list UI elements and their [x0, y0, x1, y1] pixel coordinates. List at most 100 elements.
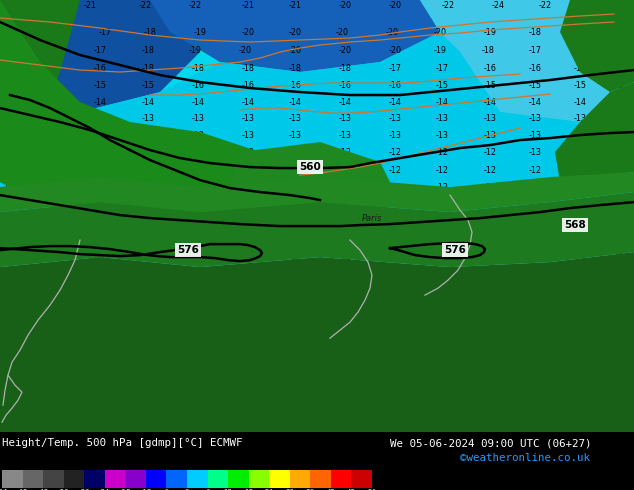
Text: -10: -10 [191, 388, 204, 397]
Text: -12: -12 [242, 147, 254, 157]
FancyBboxPatch shape [84, 470, 105, 488]
Text: -10: -10 [484, 419, 496, 429]
Text: -11: -11 [242, 199, 254, 209]
Text: -11: -11 [436, 287, 448, 295]
Text: -12: -12 [93, 236, 107, 245]
Text: -11: -11 [242, 270, 254, 279]
Text: -11: -11 [1, 338, 15, 346]
Text: -11: -11 [242, 253, 254, 262]
Text: -13: -13 [612, 147, 624, 157]
Text: -17: -17 [93, 46, 107, 54]
Text: -11: -11 [436, 236, 448, 245]
Text: -12: -12 [436, 218, 448, 226]
Text: -12: -12 [484, 199, 496, 209]
Text: -13: -13 [1, 130, 15, 140]
Text: -12: -12 [574, 304, 586, 313]
Text: 576: 576 [177, 245, 199, 255]
Text: -15: -15 [574, 64, 586, 73]
Text: -17: -17 [614, 27, 626, 37]
Polygon shape [0, 0, 300, 252]
Text: -19: -19 [614, 16, 626, 24]
Text: -14: -14 [612, 114, 624, 122]
Text: -10: -10 [339, 388, 351, 397]
Text: -12: -12 [44, 147, 56, 157]
Text: -12: -12 [93, 166, 107, 174]
Text: -11: -11 [574, 404, 586, 413]
Text: -15: -15 [1, 64, 15, 73]
Text: -21: -21 [84, 0, 96, 9]
Text: -11: -11 [242, 304, 254, 313]
FancyBboxPatch shape [249, 470, 269, 488]
Text: -10: -10 [242, 370, 254, 380]
Text: -12: -12 [612, 183, 624, 192]
Text: 42: 42 [327, 489, 335, 490]
Text: -20: -20 [335, 27, 349, 37]
Polygon shape [0, 0, 200, 122]
Text: -10: -10 [1, 370, 15, 380]
Text: -11: -11 [612, 370, 624, 380]
Text: -15: -15 [436, 80, 448, 90]
Text: 48: 48 [347, 489, 356, 490]
Text: -20: -20 [389, 46, 401, 54]
Text: -11: -11 [529, 404, 541, 413]
Polygon shape [0, 32, 634, 237]
Text: -10: -10 [339, 419, 351, 429]
Text: -12: -12 [141, 166, 155, 174]
Text: -20: -20 [339, 46, 351, 54]
Text: -12: -12 [141, 218, 155, 226]
Text: -15: -15 [612, 98, 624, 106]
Text: -11: -11 [612, 199, 624, 209]
Text: -16: -16 [529, 64, 541, 73]
Text: -12: -12 [612, 166, 624, 174]
Text: -10: -10 [191, 370, 204, 380]
Text: -12: -12 [612, 419, 624, 429]
Text: -10: -10 [484, 404, 496, 413]
Text: 36: 36 [306, 489, 315, 490]
Text: -12: -12 [529, 166, 541, 174]
Text: -10: -10 [1, 354, 15, 363]
Text: -12: -12 [484, 320, 496, 330]
Text: -11: -11 [574, 419, 586, 429]
Polygon shape [0, 0, 10, 122]
Text: -11: -11 [389, 287, 401, 295]
Text: -11: -11 [242, 338, 254, 346]
Text: -14: -14 [484, 98, 496, 106]
Text: -12: -12 [612, 253, 624, 262]
Text: -10: -10 [44, 419, 56, 429]
Text: -12: -12 [191, 183, 205, 192]
Text: -12: -12 [44, 218, 56, 226]
FancyBboxPatch shape [23, 470, 43, 488]
Text: -14: -14 [529, 98, 541, 106]
Text: -12: -12 [529, 183, 541, 192]
Text: 12: 12 [224, 489, 233, 490]
Text: -17: -17 [576, 27, 588, 37]
Text: -11: -11 [242, 236, 254, 245]
Text: -12: -12 [1, 183, 15, 192]
Text: -13: -13 [44, 98, 56, 106]
Text: -17: -17 [1, 27, 15, 37]
Text: -11: -11 [1, 320, 15, 330]
Text: -13: -13 [574, 130, 586, 140]
Text: -12: -12 [389, 147, 401, 157]
Text: -13: -13 [574, 114, 586, 122]
Text: -12: -12 [44, 183, 56, 192]
Text: -12: -12 [529, 218, 541, 226]
Text: -16: -16 [574, 46, 586, 54]
Text: -10: -10 [1, 419, 15, 429]
Text: -12: -12 [574, 183, 586, 192]
Text: -10: -10 [389, 404, 401, 413]
Text: -12: -12 [140, 489, 152, 490]
Polygon shape [0, 0, 634, 232]
Text: -11: -11 [484, 236, 496, 245]
Text: -12: -12 [288, 199, 302, 209]
Text: -10: -10 [389, 419, 401, 429]
Text: -12: -12 [141, 147, 155, 157]
Text: -11: -11 [288, 270, 301, 279]
Text: -11: -11 [191, 253, 204, 262]
Text: -11: -11 [141, 338, 155, 346]
Text: -16: -16 [614, 46, 626, 54]
Text: -11: -11 [242, 218, 254, 226]
Text: -14: -14 [436, 98, 448, 106]
Text: -36: -36 [58, 489, 69, 490]
Text: -11: -11 [94, 183, 107, 192]
